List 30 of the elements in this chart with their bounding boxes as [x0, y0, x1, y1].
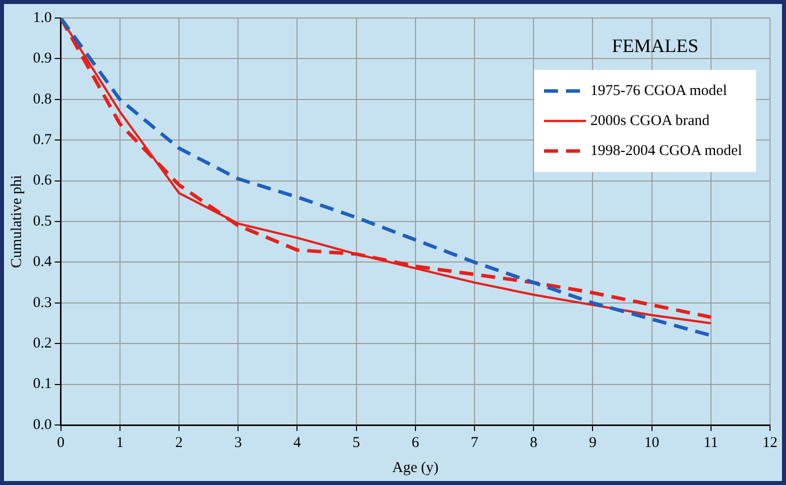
y-tick-label: 0.3 — [33, 294, 52, 311]
x-axis-title: Age (y) — [392, 460, 438, 476]
legend-title: FEMALES — [610, 35, 700, 59]
x-tick-label: 3 — [234, 434, 242, 451]
x-tick-label: 11 — [704, 434, 718, 451]
x-tick-label: 1 — [116, 434, 124, 451]
x-tick-label: 2 — [175, 434, 183, 451]
y-tick-label: 0.2 — [33, 336, 52, 352]
x-tick-label: 5 — [352, 434, 360, 451]
x-tick-label: 7 — [470, 434, 479, 451]
x-tick-label: 4 — [293, 434, 302, 451]
legend-label: 1975-76 CGOA model — [590, 82, 727, 100]
x-tick-label: 12 — [762, 434, 778, 451]
x-tick-label: 0 — [57, 434, 64, 451]
legend-label: 1998-2004 CGOA model — [590, 142, 742, 160]
y-tick-label: 1.0 — [33, 10, 52, 26]
y-tick-label: 0.5 — [33, 213, 52, 230]
x-tick-label: 9 — [588, 434, 596, 451]
x-tick-label: 10 — [644, 434, 660, 451]
y-tick-label: 0.6 — [33, 172, 52, 189]
y-tick-label: 0.8 — [33, 91, 52, 108]
y-axis-title: Cumulative phi — [8, 175, 25, 268]
y-tick-label: 0.0 — [33, 416, 52, 433]
legend-label: 2000s CGOA brand — [590, 112, 710, 130]
x-tick-label: 8 — [530, 434, 538, 451]
y-tick-label: 0.7 — [33, 132, 52, 148]
y-tick-label: 0.4 — [33, 254, 52, 270]
y-tick-label: 0.9 — [33, 50, 52, 67]
x-tick-label: 6 — [412, 434, 420, 451]
y-tick-label: 0.1 — [33, 376, 52, 392]
